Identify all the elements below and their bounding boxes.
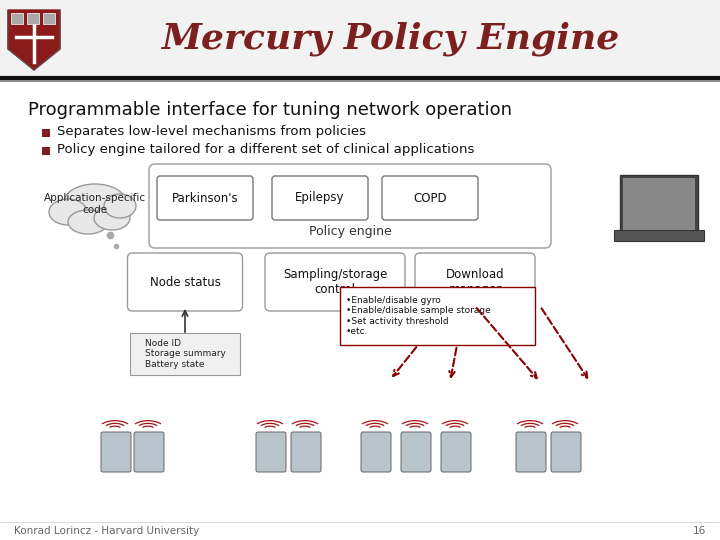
Text: Parkinson's: Parkinson's xyxy=(171,192,238,205)
Text: Mercury Policy Engine: Mercury Policy Engine xyxy=(161,22,619,56)
Bar xyxy=(130,333,240,375)
FancyBboxPatch shape xyxy=(441,432,471,472)
FancyBboxPatch shape xyxy=(149,164,551,248)
Text: Epilepsy: Epilepsy xyxy=(295,192,345,205)
FancyBboxPatch shape xyxy=(157,176,253,220)
Text: 16: 16 xyxy=(693,526,706,536)
Bar xyxy=(42,129,50,137)
Text: Policy engine tailored for a different set of clinical applications: Policy engine tailored for a different s… xyxy=(57,144,474,157)
Ellipse shape xyxy=(104,194,136,218)
Bar xyxy=(43,13,55,24)
FancyBboxPatch shape xyxy=(256,432,286,472)
FancyBboxPatch shape xyxy=(272,176,368,220)
Ellipse shape xyxy=(68,210,108,234)
Bar xyxy=(614,230,704,241)
FancyBboxPatch shape xyxy=(134,432,164,472)
Bar xyxy=(340,287,535,345)
FancyBboxPatch shape xyxy=(415,253,535,311)
FancyBboxPatch shape xyxy=(361,432,391,472)
Bar xyxy=(42,146,50,154)
Bar xyxy=(27,13,39,24)
Text: Sampling/storage
control: Sampling/storage control xyxy=(283,268,387,296)
Text: Node status: Node status xyxy=(150,275,220,288)
FancyBboxPatch shape xyxy=(516,432,546,472)
Text: Konrad Lorincz - Harvard University: Konrad Lorincz - Harvard University xyxy=(14,526,199,536)
FancyBboxPatch shape xyxy=(127,253,243,311)
FancyBboxPatch shape xyxy=(101,432,131,472)
Text: COPD: COPD xyxy=(413,192,447,205)
Bar xyxy=(0,0,720,78)
Text: Download
manager: Download manager xyxy=(446,268,504,296)
FancyBboxPatch shape xyxy=(551,432,581,472)
FancyBboxPatch shape xyxy=(382,176,478,220)
FancyBboxPatch shape xyxy=(291,432,321,472)
Ellipse shape xyxy=(64,184,126,220)
Bar xyxy=(623,178,695,230)
FancyBboxPatch shape xyxy=(401,432,431,472)
Bar xyxy=(11,13,23,24)
Text: Programmable interface for tuning network operation: Programmable interface for tuning networ… xyxy=(28,101,512,119)
Text: •Enable/disable gyro
•Enable/disable sample storage
•Set activity threshold
•etc: •Enable/disable gyro •Enable/disable sam… xyxy=(346,296,491,336)
Text: Application-specific
code: Application-specific code xyxy=(44,193,146,215)
Bar xyxy=(620,175,698,233)
Polygon shape xyxy=(8,10,60,70)
Text: Node ID
Storage summary
Battery state: Node ID Storage summary Battery state xyxy=(145,339,225,369)
Text: Policy engine: Policy engine xyxy=(309,225,392,238)
Ellipse shape xyxy=(49,199,87,225)
Text: Separates low-level mechanisms from policies: Separates low-level mechanisms from poli… xyxy=(57,125,366,138)
Ellipse shape xyxy=(94,206,130,230)
FancyBboxPatch shape xyxy=(265,253,405,311)
